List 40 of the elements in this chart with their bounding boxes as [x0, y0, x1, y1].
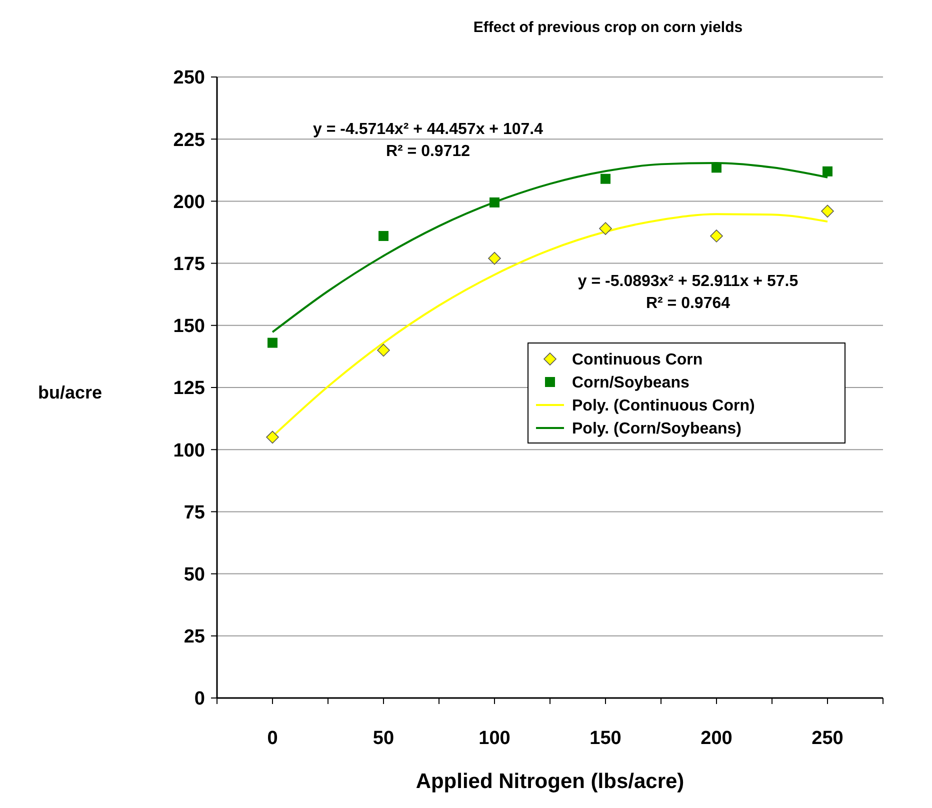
y-tick-label: 250 — [173, 68, 205, 89]
x-axis-title: Applied Nitrogen (lbs/acre) — [416, 770, 684, 793]
legend-label: Poly. (Continuous Corn) — [572, 398, 755, 415]
y-axis-title: bu/acre — [38, 382, 102, 402]
annotation: R² = 0.9712 — [386, 143, 470, 160]
x-tick-label: 100 — [478, 728, 510, 749]
point — [822, 166, 832, 176]
point — [599, 222, 612, 235]
point — [266, 430, 279, 444]
y-tick-label: 25 — [184, 626, 206, 648]
y-tick-label: 200 — [173, 192, 205, 213]
point — [490, 197, 500, 208]
legend-label: Continuous Corn — [572, 352, 703, 369]
y-tick-label: 0 — [194, 688, 205, 710]
x-tick-label: 150 — [590, 728, 622, 749]
annotation: R² = 0.9764 — [646, 295, 730, 312]
y-tick-label: 125 — [173, 378, 206, 400]
point — [710, 230, 723, 242]
annotation: y = -5.0893x² + 52.911x + 57.5 — [578, 273, 798, 290]
y-tick-label: 75 — [184, 502, 206, 524]
x-tick-label: 200 — [700, 728, 732, 749]
point — [488, 252, 501, 265]
point — [377, 344, 390, 357]
point — [821, 204, 834, 218]
legend-label: Corn/Soybeans — [572, 374, 690, 392]
x-tick-label: 50 — [372, 728, 394, 749]
point — [600, 174, 610, 184]
point — [268, 338, 278, 348]
x-tick-label: 250 — [812, 728, 844, 749]
point — [378, 230, 388, 241]
y-tick-label: 50 — [184, 564, 205, 586]
y-tick-label: 150 — [173, 316, 205, 338]
x-tick-label: 0 — [267, 728, 278, 749]
y-tick-label: 175 — [173, 254, 206, 275]
point — [712, 162, 722, 173]
y-tick-label: 100 — [173, 440, 205, 462]
legend-label: Poly. (Corn/Soybeans) — [572, 420, 742, 438]
chart-title: Effect of previous crop on corn yields — [473, 19, 743, 36]
y-tick-label: 225 — [173, 130, 206, 151]
annotation: y = -4.5714x² + 44.457x + 107.4 — [313, 121, 544, 138]
